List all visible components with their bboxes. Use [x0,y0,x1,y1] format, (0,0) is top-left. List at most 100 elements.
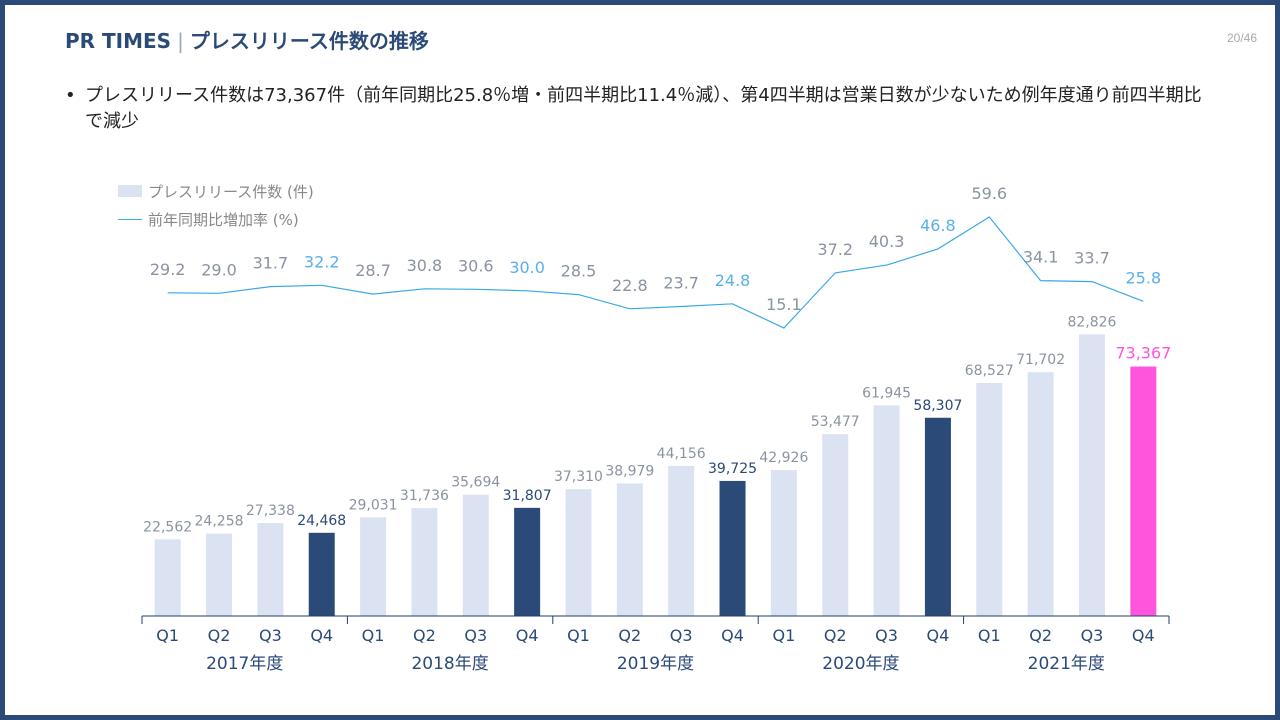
legend-item-bars: プレスリリース件数 (件) [118,177,314,205]
x-tick-label-3: Q3 [259,626,282,645]
legend-item-line: 前年同期比増加率 (%) [118,205,314,233]
bar-value-label-8: 31,807 [503,488,552,504]
line-value-label-8: 30.0 [509,258,545,277]
x-tick-label-6: Q2 [413,626,436,645]
x-tick-label-16: Q4 [927,626,950,645]
bar-value-label-19: 82,826 [1067,314,1116,330]
line-value-label-6: 30.8 [407,256,443,275]
bar-16 [924,417,951,616]
bar-7 [462,494,489,616]
line-value-label-2: 29.0 [201,260,237,279]
bar-17 [976,383,1003,616]
bar-20 [1130,366,1157,616]
line-value-label-15: 40.3 [869,232,905,251]
line-value-label-19: 33.7 [1074,249,1110,268]
x-tick-label-7: Q3 [464,626,487,645]
x-tick-label-14: Q2 [824,626,847,645]
line-value-label-9: 28.5 [561,262,597,281]
x-tick-label-9: Q1 [567,626,590,645]
bar-9 [565,489,592,616]
bar-13 [770,470,797,616]
legend-bar-label: プレスリリース件数 (件) [148,182,314,201]
legend-line-label: 前年同期比増加率 (%) [148,210,299,229]
line-value-label-17: 59.6 [971,184,1007,203]
x-tick-label-8: Q4 [516,626,539,645]
bar-15 [873,405,900,616]
bar-3 [257,523,284,616]
x-group-label-1: 2017年度 [206,654,283,674]
bar-value-label-6: 31,736 [400,488,449,504]
bar-19 [1078,334,1105,616]
line-value-label-18: 34.1 [1023,248,1059,267]
x-tick-label-5: Q1 [362,626,385,645]
bar-5 [360,517,387,616]
legend-bar-swatch [118,185,142,197]
line-value-label-10: 22.8 [612,276,648,295]
bar-value-label-13: 42,926 [759,450,808,466]
bar-value-label-10: 38,979 [605,463,654,479]
x-tick-label-15: Q3 [875,626,898,645]
bar-8 [514,507,541,616]
line-value-label-3: 31.7 [253,254,289,273]
bar-value-label-17: 68,527 [965,363,1014,379]
x-tick-label-2: Q2 [208,626,231,645]
bar-10 [616,483,643,616]
page-number: 20/46 [1226,31,1257,45]
bar-value-label-18: 71,702 [1016,352,1065,368]
x-group-label-3: 2019年度 [617,654,694,674]
line-value-label-20: 25.8 [1126,268,1162,287]
line-value-label-5: 28.7 [355,261,391,280]
bar-14 [822,434,849,616]
bar-value-label-3: 27,338 [246,503,295,519]
bar-value-label-16: 58,307 [913,398,962,414]
bar-4 [308,532,335,616]
x-tick-label-13: Q1 [772,626,795,645]
x-tick-label-4: Q4 [310,626,333,645]
line-value-label-16: 46.8 [920,216,956,235]
x-group-label-4: 2020年度 [822,654,899,674]
x-tick-label-1: Q1 [156,626,179,645]
bar-value-label-15: 61,945 [862,385,911,401]
summary-bullet: • プレスリリース件数は73,367件（前年同期比25.8％増・前四半期比11.… [63,83,1213,135]
bar-value-label-11: 44,156 [657,446,706,462]
x-tick-label-12: Q4 [721,626,744,645]
bar-value-label-12: 39,725 [708,461,757,477]
line-value-label-13: 15.1 [766,295,802,314]
bar-2 [206,533,233,616]
bar-value-label-4: 24,468 [297,513,346,529]
bar-18 [1027,372,1054,616]
line-value-label-11: 23.7 [663,274,699,293]
growth-rate-line [167,216,1144,329]
line-value-label-4: 32.2 [304,252,340,271]
title-separator: | [177,29,184,53]
x-tick-label-18: Q2 [1029,626,1052,645]
x-group-label-2: 2018年度 [411,654,488,674]
line-value-label-12: 24.8 [715,271,751,290]
line-value-label-7: 30.6 [458,256,494,275]
bar-value-label-9: 37,310 [554,469,603,485]
bar-12 [719,480,746,616]
bar-1 [154,539,181,616]
page-title: PR TIMES | プレスリリース件数の推移 [65,25,429,54]
chart-legend: プレスリリース件数 (件) 前年同期比増加率 (%) [118,177,314,233]
bar-value-label-20: 73,367 [1115,344,1171,363]
bar-value-label-1: 22,562 [143,519,192,535]
line-value-label-1: 29.2 [150,260,186,279]
legend-line-swatch [118,218,142,220]
bar-6 [411,508,438,616]
x-tick-label-19: Q3 [1081,626,1104,645]
bar-11 [668,465,695,616]
x-tick-label-10: Q2 [618,626,641,645]
x-tick-label-20: Q4 [1132,626,1155,645]
brand-name: PR TIMES [65,29,172,53]
line-value-label-14: 37.2 [817,240,853,259]
bar-value-label-7: 35,694 [451,475,500,491]
bar-value-label-5: 29,031 [349,497,398,513]
x-tick-label-17: Q1 [978,626,1001,645]
bullet-dot: • [65,85,76,106]
press-release-chart: 22,562 24,25827,33824,46829,03131,73635,6… [141,184,1171,674]
bar-value-label-14: 53,477 [811,414,860,430]
summary-text: プレスリリース件数は73,367件（前年同期比25.8％増・前四半期比11.4％… [85,85,1202,132]
title-text: プレスリリース件数の推移 [189,29,429,53]
